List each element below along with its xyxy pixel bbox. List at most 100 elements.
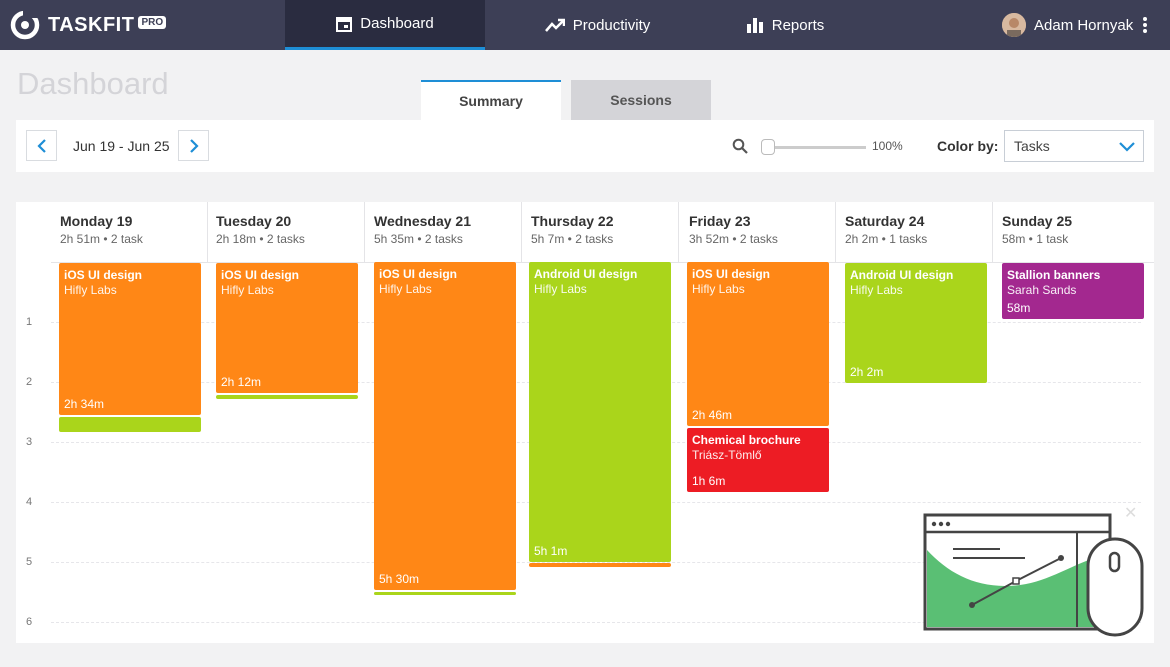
day-summary: 3h 52m • 2 tasks — [689, 232, 778, 246]
day-name: Sunday 25 — [1002, 213, 1073, 229]
hour-line — [51, 622, 1141, 623]
more-options-icon[interactable] — [1140, 15, 1150, 37]
day-header-sunday: Sunday 25 58m • 1 task — [993, 202, 1154, 263]
session-block[interactable]: iOS UI design Hifly Labs 2h 12m — [216, 263, 358, 393]
day-name: Tuesday 20 — [216, 213, 292, 229]
day-header-monday: Monday 19 2h 51m • 2 task — [51, 202, 208, 263]
session-block[interactable]: Android UI design Hifly Labs 5h 1m — [529, 262, 671, 562]
client-name: Hifly Labs — [221, 283, 274, 297]
calendar-icon — [336, 16, 353, 32]
task-title: Android UI design — [534, 267, 638, 281]
day-summary: 2h 51m • 2 task — [60, 232, 143, 246]
day-header-wednesday: Wednesday 21 5h 35m • 2 tasks — [365, 202, 522, 263]
color-by-label: Color by: — [937, 138, 999, 154]
day-name: Wednesday 21 — [374, 213, 472, 229]
day-name: Friday 23 — [689, 213, 751, 229]
task-title: Android UI design — [850, 268, 954, 282]
session-block-small[interactable] — [529, 563, 671, 567]
client-name: Hifly Labs — [64, 283, 117, 297]
session-duration: 1h 6m — [692, 474, 726, 488]
task-title: Chemical brochure — [692, 433, 801, 447]
chevron-down-icon — [1119, 142, 1135, 152]
session-block[interactable]: iOS UI design Hifly Labs 2h 46m — [687, 262, 829, 426]
client-name: Hifly Labs — [534, 282, 587, 296]
day-summary: 5h 35m • 2 tasks — [374, 232, 463, 246]
task-title: iOS UI design — [64, 268, 143, 282]
session-duration: 58m — [1007, 301, 1031, 315]
client-name: Hifly Labs — [850, 283, 903, 297]
zoom-slider-track[interactable] — [761, 146, 866, 149]
session-duration: 2h 34m — [64, 397, 105, 411]
day-header-tuesday: Tuesday 20 2h 18m • 2 tasks — [208, 202, 365, 263]
nav-label: Dashboard — [360, 15, 434, 32]
day-summary: 5h 7m • 2 tasks — [531, 232, 614, 246]
client-name: Hifly Labs — [379, 282, 432, 296]
page-title: Dashboard — [17, 66, 169, 101]
session-duration: 5h 1m — [534, 544, 568, 558]
chevron-right-icon — [189, 138, 199, 153]
date-range: Jun 19 - Jun 25 — [73, 138, 170, 154]
client-name: Hifly Labs — [692, 282, 745, 296]
session-block[interactable]: iOS UI design Hifly Labs 2h 34m — [59, 263, 201, 415]
nav-reports[interactable]: Reports — [720, 0, 850, 50]
tab-summary[interactable]: Summary — [421, 80, 561, 120]
nav-dashboard[interactable]: Dashboard — [285, 0, 485, 50]
session-block-small[interactable] — [59, 417, 201, 432]
hour-label: 2 — [26, 376, 33, 388]
task-title: iOS UI design — [692, 267, 771, 281]
task-title: iOS UI design — [379, 267, 458, 281]
day-name: Saturday 24 — [845, 213, 925, 229]
hour-label: 1 — [26, 316, 33, 328]
session-duration: 2h 2m — [850, 365, 884, 379]
session-duration: 2h 12m — [221, 375, 262, 389]
hour-label: 6 — [26, 616, 33, 628]
session-block-small[interactable] — [374, 592, 516, 595]
tab-sessions[interactable]: Sessions — [571, 80, 711, 120]
avatar — [1002, 13, 1026, 37]
user-menu[interactable]: Adam Hornyak — [1002, 13, 1133, 37]
taskfit-logo-icon — [10, 10, 40, 40]
browser-mouse-illustration — [923, 513, 1144, 637]
session-block[interactable]: Stallion banners Sarah Sands 58m — [1002, 263, 1144, 319]
day-summary: 58m • 1 task — [1002, 232, 1069, 246]
search-icon — [732, 138, 748, 154]
session-duration: 5h 30m — [379, 572, 420, 586]
nav-label: Reports — [771, 16, 825, 34]
color-by-select[interactable]: Tasks — [1004, 130, 1144, 162]
zoom-value: 100% — [872, 139, 903, 153]
client-name: Sarah Sands — [1007, 283, 1077, 297]
session-block[interactable]: Chemical brochure Triász-Tömlő 1h 6m — [687, 428, 829, 492]
toolbar: Jun 19 - Jun 25 100% Color by: Tasks — [16, 120, 1154, 172]
color-by-value: Tasks — [1014, 138, 1050, 154]
nav-label: Productivity — [572, 16, 651, 34]
day-name: Monday 19 — [60, 213, 133, 229]
next-week-button[interactable] — [178, 130, 209, 161]
bar-chart-icon — [746, 18, 763, 33]
close-icon[interactable]: ✕ — [1124, 505, 1138, 522]
user-name: Adam Hornyak — [1034, 16, 1134, 34]
prev-week-button[interactable] — [26, 130, 57, 161]
day-summary: 2h 2m • 1 tasks — [845, 232, 928, 246]
session-duration: 2h 46m — [692, 408, 733, 422]
logo[interactable]: TASKFIT PRO — [10, 10, 167, 40]
session-block[interactable]: iOS UI design Hifly Labs 5h 30m — [374, 262, 516, 590]
top-bar: TASKFIT PRO Dashboard Productivity Repor… — [0, 0, 1170, 50]
hour-line — [51, 562, 1141, 563]
day-header-saturday: Saturday 24 2h 2m • 1 tasks — [836, 202, 993, 263]
hour-label: 3 — [26, 436, 33, 448]
zoom-slider-handle[interactable] — [761, 139, 775, 155]
hour-label: 4 — [26, 496, 33, 508]
session-block-small[interactable] — [216, 395, 358, 399]
chevron-left-icon — [36, 138, 46, 153]
day-name: Thursday 22 — [531, 213, 614, 229]
day-header-friday: Friday 23 3h 52m • 2 tasks — [679, 202, 836, 263]
session-block[interactable]: Android UI design Hifly Labs 2h 2m — [845, 263, 987, 383]
client-name: Triász-Tömlő — [692, 448, 762, 462]
pro-badge: PRO — [138, 15, 167, 29]
task-title: Stallion banners — [1007, 268, 1101, 282]
day-header-thursday: Thursday 22 5h 7m • 2 tasks — [522, 202, 679, 263]
trend-icon — [544, 18, 565, 32]
hour-label: 5 — [26, 556, 33, 568]
nav-productivity[interactable]: Productivity — [500, 0, 695, 50]
app-name: TASKFIT — [48, 13, 135, 36]
